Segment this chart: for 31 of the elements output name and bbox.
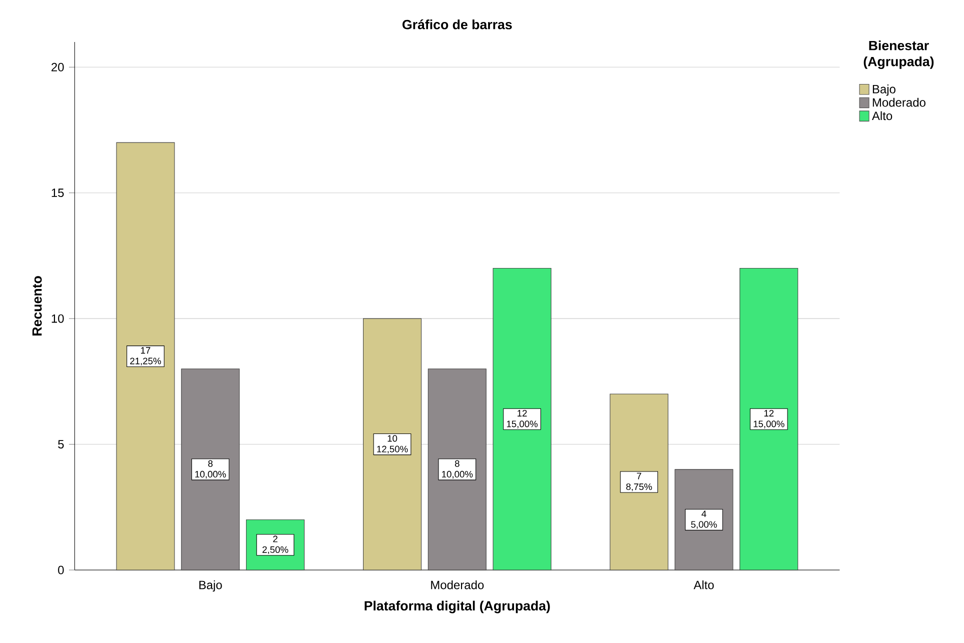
- bar: [181, 368, 240, 570]
- x-axis-title: Plataforma digital (Agrupada): [364, 600, 550, 614]
- bar: [116, 142, 175, 570]
- y-tick-label: 5: [58, 440, 64, 448]
- bar: [363, 318, 422, 570]
- data-label: 8 10,00%: [195, 460, 226, 479]
- legend-title: Bienestar (Agrupada): [864, 40, 934, 69]
- bar: [428, 368, 486, 570]
- data-label: 4 5,00%: [691, 510, 717, 529]
- data-label: 12 15,00%: [506, 410, 538, 428]
- data-label: 8 10,00%: [442, 460, 473, 479]
- y-tick-label: 15: [52, 188, 64, 198]
- bar: [492, 268, 552, 570]
- legend-label: Moderado: [872, 98, 926, 107]
- data-label: 17 21,25%: [130, 347, 161, 366]
- y-tick-label: 20: [52, 62, 64, 72]
- data-label: 7 8,75%: [626, 472, 652, 492]
- data-label: 12 15,00%: [754, 410, 784, 428]
- y-tick-label: 0: [58, 566, 64, 574]
- data-label: 10 12,50%: [377, 435, 408, 454]
- bar: [740, 268, 798, 570]
- x-tick-label: Moderado: [431, 580, 484, 590]
- chart-title: Gráfico de barras: [402, 19, 512, 30]
- x-tick-label: Bajo: [199, 580, 222, 592]
- y-tick-label: 10: [52, 314, 64, 323]
- data-label: 2 2,50%: [262, 536, 288, 554]
- legend-label: Bajo: [872, 84, 896, 96]
- x-tick-label: Alto: [694, 580, 714, 590]
- y-axis-title: Recuento: [32, 276, 42, 336]
- bar: [610, 394, 668, 570]
- legend-label: Alto: [872, 111, 892, 120]
